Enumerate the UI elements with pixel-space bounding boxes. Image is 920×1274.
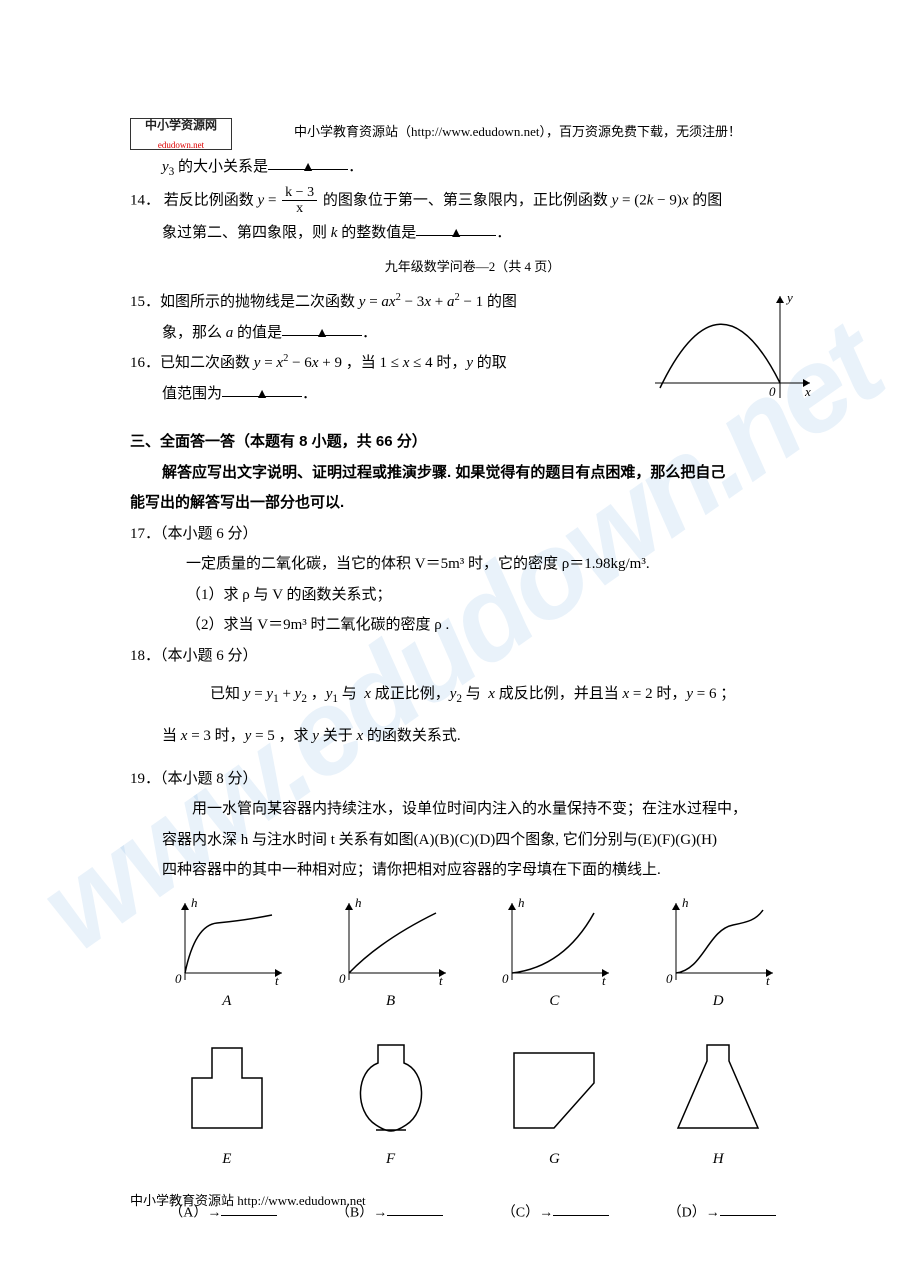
q14-text2: 的图象位于第一、第三象限内，正比例函数 y = (2k − 9)x 的图 — [323, 192, 722, 208]
svg-text:h: h — [518, 895, 525, 910]
ans-B-label: （B）→ — [336, 1205, 387, 1220]
q14-text1: 若反比例函数 y = — [164, 192, 280, 208]
graph-C-label: C — [494, 987, 614, 1016]
graph-row-ht: h t 0 A h t 0 B — [150, 895, 795, 1016]
svg-text:h: h — [682, 895, 689, 910]
shape-E-label: E — [172, 1145, 282, 1174]
svg-text:y: y — [785, 290, 793, 305]
graph-B: h t 0 B — [331, 895, 451, 1016]
q14-fraction: k − 3 x — [282, 185, 317, 217]
ans-B: （B）→ — [336, 1200, 443, 1227]
q18-number: 18． — [130, 648, 160, 664]
logo-top-text: 中小学资源网 — [145, 114, 217, 137]
q14-line2: 象过第二、第四象限，则 k 的整数值是▲． — [130, 219, 815, 248]
q19-head: 19．（本小题 8 分） — [130, 765, 815, 794]
svg-text:x: x — [804, 384, 811, 399]
q19-points: （本小题 8 分） — [160, 771, 258, 787]
svg-text:0: 0 — [666, 971, 673, 985]
q17-body: 一定质量的二氧化碳，当它的体积 V＝5m³ 时，它的密度 ρ＝1.98kg/m³… — [130, 550, 815, 579]
graph-C: h t 0 C — [494, 895, 614, 1016]
svg-text:h: h — [191, 895, 198, 910]
graph-B-label: B — [331, 987, 451, 1016]
logo-bottom-text: edudown.net — [158, 137, 204, 154]
answer-row: （A）→ （B）→ （C）→ （D）→ — [140, 1200, 805, 1227]
ans-A-label: （A）→ — [169, 1205, 221, 1220]
q19-line2: 容器内水深 h 与注水时间 t 关系有如图(A)(B)(C)(D)四个图象, 它… — [130, 826, 815, 855]
svg-text:t: t — [766, 973, 770, 985]
shape-E: E — [172, 1033, 282, 1174]
q14-line1: 14． 若反比例函数 y = k − 3 x 的图象位于第一、第三象限内，正比例… — [130, 185, 815, 217]
q18-points: （本小题 6 分） — [160, 648, 258, 664]
graph-A-label: A — [167, 987, 287, 1016]
frac-numerator: k − 3 — [282, 185, 317, 201]
ans-D-label: （D）→ — [668, 1205, 720, 1220]
q14-number: 14． — [130, 192, 160, 208]
frac-denominator: x — [282, 201, 317, 216]
q17-number: 17． — [130, 526, 160, 542]
shape-H-label: H — [663, 1145, 773, 1174]
page-indicator: 九年级数学问卷—2（共 4 页） — [130, 255, 815, 280]
q18-head: 18．（本小题 6 分） — [130, 642, 815, 671]
shape-row: E F G H — [150, 1033, 795, 1174]
q17-part2: （2）求当 V＝9m³ 时二氧化碳的密度 ρ . — [130, 611, 815, 640]
shape-G: G — [499, 1033, 609, 1174]
svg-text:0: 0 — [339, 971, 346, 985]
shape-F: F — [336, 1033, 446, 1174]
q19-line1: 用一水管向某容器内持续注水，设单位时间内注入的水量保持不变；在注水过程中， — [130, 795, 815, 824]
q15-number: 15． — [130, 294, 160, 310]
svg-text:t: t — [439, 973, 443, 985]
ans-C-label: （C）→ — [502, 1205, 553, 1220]
ans-A: （A）→ — [169, 1200, 277, 1227]
parabola-graph: x y 0 — [645, 288, 815, 408]
q19-number: 19． — [130, 771, 160, 787]
svg-text:t: t — [602, 973, 606, 985]
shape-F-label: F — [336, 1145, 446, 1174]
q16-number: 16． — [130, 355, 160, 371]
ans-D: （D）→ — [668, 1200, 776, 1227]
svg-text:0: 0 — [502, 971, 509, 985]
q13-tail: y3 y₃ 的大小关系是的大小关系是▲． — [130, 153, 815, 183]
graph-D: h t 0 D — [658, 895, 778, 1016]
q19-line3: 四种容器中的其中一种相对应；请你把相对应容器的字母填在下面的横线上. — [130, 856, 815, 885]
shape-G-label: G — [499, 1145, 609, 1174]
section3-desc2: 能写出的解答写出一部分也可以. — [130, 489, 815, 518]
q18-body2: 当 x = 3 时，y = 5 ，求 y 关于 x 的函数关系式. — [130, 722, 815, 751]
q17-head: 17．（本小题 6 分） — [130, 520, 815, 549]
graph-D-label: D — [658, 987, 778, 1016]
q18-body1: 已知 y = y1 + y2 ，y1 与 x 成正比例，y2 与 x 成反比例，… — [130, 680, 815, 710]
section3-desc1: 解答应写出文字说明、证明过程或推演步骤. 如果觉得有的题目有点困难，那么把自己 — [130, 459, 815, 488]
section3-title: 三、全面答一答（本题有 8 小题，共 66 分） — [130, 428, 815, 457]
graph-A: h t 0 A — [167, 895, 287, 1016]
page-header: 中小学教育资源站（http://www.edudown.net），百万资源免费下… — [220, 120, 815, 145]
svg-text:0: 0 — [175, 971, 182, 985]
q17-part1: （1）求 ρ 与 V 的函数关系式； — [130, 581, 815, 610]
svg-text:0: 0 — [769, 384, 776, 399]
q17-points: （本小题 6 分） — [160, 526, 258, 542]
svg-text:h: h — [355, 895, 362, 910]
shape-H: H — [663, 1033, 773, 1174]
svg-text:t: t — [275, 973, 279, 985]
ans-C: （C）→ — [502, 1200, 609, 1227]
site-logo: 中小学资源网 edudown.net — [130, 118, 232, 150]
